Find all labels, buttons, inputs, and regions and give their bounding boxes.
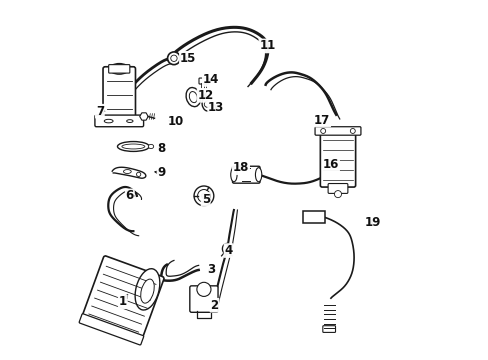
FancyBboxPatch shape [327, 184, 347, 193]
Ellipse shape [126, 120, 133, 122]
FancyBboxPatch shape [232, 166, 260, 183]
Text: 9: 9 [157, 166, 165, 179]
Text: 16: 16 [322, 158, 339, 171]
Ellipse shape [255, 168, 261, 182]
Ellipse shape [135, 269, 160, 310]
FancyBboxPatch shape [199, 78, 208, 84]
Circle shape [167, 52, 180, 65]
Ellipse shape [186, 87, 200, 107]
Ellipse shape [230, 168, 237, 182]
Text: 10: 10 [167, 115, 183, 128]
Text: 17: 17 [313, 113, 329, 126]
Text: 8: 8 [157, 142, 165, 155]
Text: 6: 6 [125, 189, 134, 202]
Circle shape [197, 189, 210, 202]
Ellipse shape [117, 141, 149, 152]
Text: 1: 1 [119, 295, 126, 308]
Ellipse shape [109, 64, 129, 74]
FancyBboxPatch shape [189, 286, 218, 312]
Polygon shape [140, 113, 148, 120]
FancyBboxPatch shape [303, 211, 324, 224]
Circle shape [334, 190, 341, 198]
FancyBboxPatch shape [81, 256, 163, 341]
Circle shape [194, 186, 213, 206]
FancyBboxPatch shape [108, 65, 130, 73]
Ellipse shape [189, 91, 197, 103]
Text: 5: 5 [201, 193, 209, 206]
Text: 4: 4 [224, 244, 232, 257]
Text: 2: 2 [210, 299, 218, 312]
Circle shape [170, 55, 177, 62]
Ellipse shape [141, 279, 154, 303]
Text: 3: 3 [206, 264, 215, 276]
Circle shape [204, 101, 210, 107]
Text: 18: 18 [232, 161, 249, 174]
FancyBboxPatch shape [320, 131, 355, 187]
Circle shape [201, 193, 206, 198]
Circle shape [320, 129, 325, 134]
Text: 19: 19 [365, 216, 381, 229]
Text: 11: 11 [259, 40, 275, 53]
Ellipse shape [104, 119, 113, 123]
FancyBboxPatch shape [79, 314, 143, 345]
Ellipse shape [123, 170, 131, 174]
Circle shape [197, 282, 210, 296]
Text: 7: 7 [96, 105, 104, 118]
Text: 12: 12 [197, 89, 213, 102]
Ellipse shape [148, 144, 153, 149]
FancyBboxPatch shape [314, 127, 360, 135]
Ellipse shape [202, 97, 212, 111]
FancyBboxPatch shape [103, 67, 135, 120]
FancyBboxPatch shape [95, 115, 143, 127]
Text: 13: 13 [208, 101, 224, 114]
Text: 15: 15 [180, 52, 196, 65]
Circle shape [349, 129, 355, 134]
Circle shape [136, 172, 141, 176]
FancyBboxPatch shape [322, 326, 335, 332]
Text: 14: 14 [203, 73, 219, 86]
Ellipse shape [122, 144, 144, 149]
